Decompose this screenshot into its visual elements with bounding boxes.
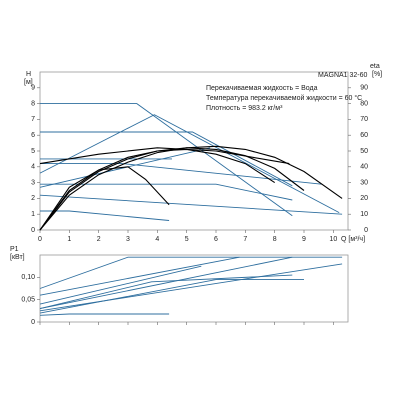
y-tick-label: 0	[31, 319, 35, 326]
annotation: Температура перекачиваемой жидкости = 60…	[206, 94, 362, 102]
series-line	[39, 265, 202, 305]
y-tick-label: 6	[31, 132, 35, 139]
series-line	[39, 194, 343, 215]
annotation: Плотность = 983.2 кг/м³	[206, 105, 283, 112]
series-line	[39, 274, 293, 310]
x-tick-label: 6	[214, 236, 218, 243]
y-tick-label: 1	[31, 211, 35, 218]
y2-tick-label: 20	[360, 195, 368, 202]
y-tick-label: 4	[31, 164, 35, 171]
x-tick-label: 1	[67, 236, 71, 243]
y-label: P1	[10, 246, 19, 253]
x-label: Q [м³/ч]	[341, 236, 365, 243]
x-tick-label: 5	[185, 236, 189, 243]
y2-tick-label: 30	[360, 179, 368, 186]
y-tick-label: 3	[31, 179, 35, 186]
y2-tick-label: 70	[360, 116, 368, 123]
y-tick-label: 0,10	[21, 274, 35, 281]
series-line	[39, 313, 170, 316]
y2-tick-label: 0	[364, 227, 368, 234]
y2-tick-label: 40	[360, 164, 368, 171]
y-tick-label: 0,05	[21, 297, 35, 304]
y2-tick-label: 80	[360, 100, 368, 107]
series-line	[40, 183, 293, 201]
y-unit: [м]	[24, 79, 33, 86]
series-line	[40, 103, 293, 217]
y2-tick-label: 60	[360, 132, 368, 139]
series-line	[39, 263, 343, 312]
plot-frame	[39, 254, 349, 323]
series-line	[39, 148, 275, 231]
y-tick-label: 0	[31, 227, 35, 234]
series-line	[39, 256, 293, 310]
y2-tick-label: 90	[360, 85, 368, 92]
x-tick-label: 3	[126, 236, 130, 243]
y-tick-label: 5	[31, 148, 35, 155]
y-unit: [кВт]	[10, 254, 25, 261]
x-tick-label: 4	[155, 236, 159, 243]
chart-title: MAGNA1 32-60	[318, 72, 368, 79]
y2-label: eta	[370, 63, 380, 70]
y-tick-label: 2	[31, 195, 35, 202]
x-tick-label: 7	[243, 236, 247, 243]
y-label: H	[26, 71, 31, 78]
y2-tick-label: 10	[360, 211, 368, 218]
x-tick-label: 0	[38, 236, 42, 243]
series-line	[40, 210, 170, 221]
series-line	[39, 147, 305, 231]
series-line	[39, 166, 170, 231]
y2-tick-label: 50	[360, 148, 368, 155]
series-line	[40, 163, 322, 185]
series-line	[40, 131, 293, 187]
y-tick-label: 9	[31, 85, 35, 92]
annotation: Перекачиваемая жидкость = Вода	[206, 85, 318, 92]
series-line	[39, 279, 304, 314]
y-tick-label: 7	[31, 116, 35, 123]
x-tick-label: 8	[273, 236, 277, 243]
x-tick-label: 2	[97, 236, 101, 243]
x-tick-label: 9	[302, 236, 306, 243]
y2-unit: [%]	[372, 71, 382, 78]
y-tick-label: 8	[31, 100, 35, 107]
x-tick-label: 10	[329, 236, 337, 243]
series-line	[39, 256, 343, 289]
series-line	[39, 256, 240, 296]
